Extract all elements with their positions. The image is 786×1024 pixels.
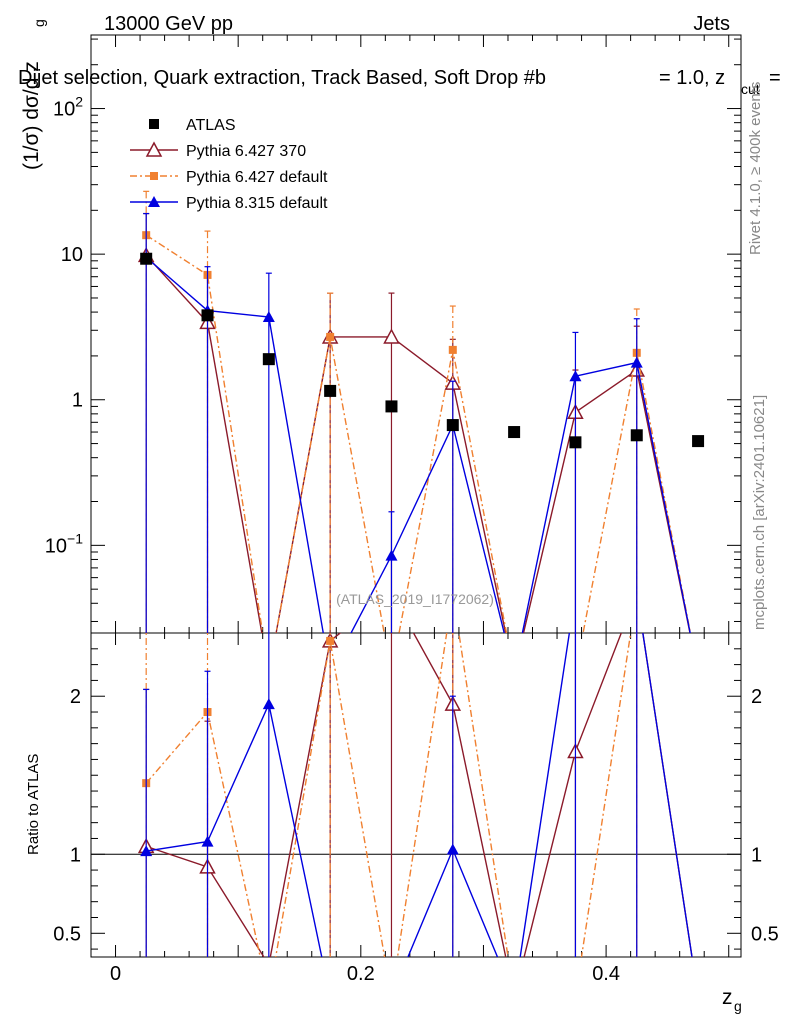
- data-point-marker: [569, 436, 582, 449]
- y-tick-label: 10−1: [45, 530, 83, 557]
- data-point-marker: [448, 345, 457, 354]
- data-point-marker: [324, 384, 337, 397]
- ratio-tick-label-left: 0.5: [53, 923, 81, 945]
- series-line: [145, 254, 691, 633]
- data-point-marker: [262, 353, 275, 366]
- svg-text:g: g: [734, 998, 742, 1014]
- data-point-marker: [201, 309, 214, 322]
- ratio-tick-label-left: 2: [70, 686, 81, 708]
- x-tick-label: 0.4: [592, 963, 620, 985]
- ratio-series-line: [146, 633, 693, 957]
- data-point-marker: [140, 845, 153, 857]
- selection-title: Dijet selection, Quark extraction, Track…: [18, 67, 546, 89]
- data-point-marker: [149, 119, 159, 129]
- ratio-tick-label-right: 0.5: [751, 923, 779, 945]
- data-point-marker: [326, 332, 335, 341]
- data-point-marker: [383, 328, 400, 344]
- selection-beta-part: = 1.0, z: [659, 67, 725, 89]
- y-axis-title: (1/σ) dσ/d z g: [20, 19, 47, 170]
- data-point-marker: [148, 196, 160, 207]
- svg-text:g: g: [31, 19, 47, 27]
- x-tick-label: 0.2: [347, 963, 375, 985]
- x-axis-title: z g: [722, 986, 742, 1014]
- y-tick-label: 102: [53, 94, 83, 121]
- series-line: [145, 234, 692, 633]
- legend-label: Pythia 8.315 default: [186, 195, 328, 212]
- data-point-marker: [385, 549, 398, 561]
- mcplots-label: mcplots.cern.ch [arXiv:2401.10621]: [751, 395, 768, 630]
- data-point-marker: [630, 429, 643, 442]
- data-point-marker: [446, 843, 459, 855]
- data-point-marker: [262, 311, 275, 323]
- data-point-marker: [508, 426, 521, 439]
- data-point-marker: [630, 356, 643, 368]
- data-point-marker: [262, 698, 275, 710]
- data-point-marker: [201, 835, 214, 847]
- y-tick-label: 10: [61, 244, 83, 266]
- selection-zcut-sub: cut: [741, 81, 760, 97]
- process-label: Jets: [693, 13, 730, 35]
- data-point-marker: [326, 636, 335, 645]
- legend-label: Pythia 6.427 370: [186, 143, 306, 160]
- ratio-tick-label-right: 2: [751, 686, 762, 708]
- data-point-marker: [385, 400, 398, 413]
- selection-eq-tail: =: [769, 67, 781, 89]
- analysis-watermark: (ATLAS_2019_I1772062): [336, 591, 494, 607]
- ratio-series-line: [145, 633, 693, 957]
- legend-label: ATLAS: [186, 117, 236, 134]
- ratio-data-layer: [91, 633, 741, 957]
- axes-layer: 0 0.2 0.4 10−1 1 10 102 0.5 0.5 1 1 2 2: [45, 35, 779, 985]
- ratio-series-line: [145, 633, 693, 957]
- legend: ATLAS Pythia 6.427 370 Pythia 6.427 defaul…: [130, 117, 328, 212]
- x-tick-label: 0: [110, 963, 121, 985]
- rivet-label: Rivet 4.1.0, ≥ 400k events: [747, 82, 764, 255]
- energy-label: 13000 GeV pp: [104, 13, 233, 35]
- y-tick-label: 1: [72, 390, 83, 412]
- data-point-marker: [692, 435, 705, 448]
- legend-label: Pythia 6.427 default: [186, 169, 328, 186]
- svg-text:(1/σ) dσ/d z: (1/σ) dσ/d z: [20, 61, 43, 170]
- ratio-tick-label-left: 1: [70, 844, 81, 866]
- ratio-plot-frame: [90, 632, 742, 958]
- data-point-marker: [150, 172, 158, 180]
- data-point-marker: [446, 419, 459, 432]
- data-point-marker: [140, 252, 153, 265]
- series-line: [145, 256, 691, 633]
- data-point-marker: [145, 141, 163, 157]
- main-data-layer: [137, 190, 705, 633]
- data-point-marker: [569, 370, 582, 382]
- svg-text:z: z: [722, 986, 733, 1009]
- ratio-tick-label-right: 1: [751, 844, 762, 866]
- ratio-y-axis-title: Ratio to ATLAS: [25, 754, 42, 855]
